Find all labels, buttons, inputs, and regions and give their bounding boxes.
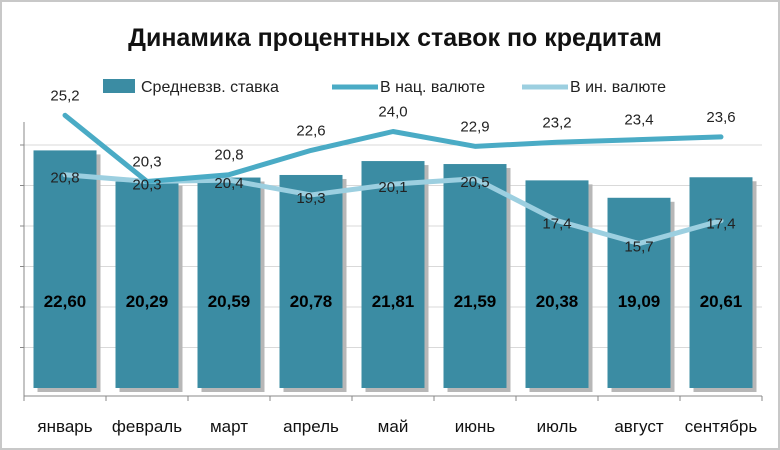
national-currency-value-label: 22,9 <box>460 118 489 135</box>
foreign-currency-value-label: 20,4 <box>214 175 243 192</box>
foreign-currency-value-label: 20,8 <box>50 170 79 187</box>
national-currency-value-label: 20,8 <box>214 147 243 164</box>
x-axis-tick-label: апрель <box>283 417 339 436</box>
foreign-currency-value-label: 17,4 <box>542 216 571 233</box>
foreign-currency-value-label: 20,1 <box>378 179 407 196</box>
national-currency-value-label: 23,6 <box>706 109 735 126</box>
bar <box>443 164 507 388</box>
x-axis-tick-label: сентябрь <box>685 417 758 436</box>
bar-value-label: 21,81 <box>372 292 415 311</box>
bar <box>689 177 753 388</box>
chart-axes: январь февраль март апрель май июнь июль август… <box>20 122 763 436</box>
x-axis-tick-label: май <box>378 417 409 436</box>
x-axis-tick-label: январь <box>37 417 92 436</box>
national-currency-value-label: 23,2 <box>542 114 571 131</box>
legend-label-foreign-currency: В ин. валюте <box>570 79 666 96</box>
x-axis-tick-label: август <box>614 417 663 436</box>
chart-title: Динамика процентных ставок по кредитам <box>128 24 662 52</box>
line-series <box>62 112 724 247</box>
national-currency-value-label: 20,3 <box>132 153 161 170</box>
x-axis-tick-label: март <box>210 417 248 436</box>
national-currency-value-label: 24,0 <box>378 104 407 121</box>
x-axis-tick-label: июль <box>537 417 578 436</box>
bar <box>525 180 589 388</box>
foreign-currency-value-label: 20,3 <box>132 176 161 193</box>
bar <box>115 181 179 388</box>
legend-label-avg-rate: Средневзв. ставка <box>141 79 279 96</box>
legend-label-national-currency: В нац. валюте <box>380 79 485 96</box>
bar <box>361 161 425 388</box>
bar-value-label: 20,59 <box>208 292 251 311</box>
bar <box>279 174 343 388</box>
bar-value-label: 22,60 <box>44 292 87 311</box>
national-currency-value-label: 23,4 <box>624 112 653 129</box>
bar <box>607 197 671 388</box>
bar-value-label: 21,59 <box>454 292 497 311</box>
line-national-currency <box>62 112 724 184</box>
foreign-currency-value-label: 20,5 <box>460 174 489 191</box>
x-axis-tick-label: июнь <box>455 417 496 436</box>
bar <box>33 150 97 388</box>
bar-value-label: 20,29 <box>126 292 169 311</box>
bar-series <box>33 150 757 392</box>
bar-value-label: 20,61 <box>700 292 743 311</box>
foreign-currency-value-label: 19,3 <box>296 190 325 207</box>
foreign-currency-value-label: 17,4 <box>706 216 735 233</box>
national-currency-value-label: 25,2 <box>50 87 79 104</box>
x-axis-tick-label: февраль <box>112 417 182 436</box>
legend-swatch-avg-rate <box>103 79 135 93</box>
bar <box>197 177 261 388</box>
bar-value-label: 20,38 <box>536 292 579 311</box>
data-labels: 22,60 20,29 20,59 20,78 21,81 21,59 20,38 19,09… <box>44 87 743 311</box>
foreign-currency-value-label: 15,7 <box>624 239 653 256</box>
chart-legend: Средневзв. ставка В нац. валюте В ин. валю… <box>103 79 666 96</box>
bar-value-label: 20,78 <box>290 292 333 311</box>
national-currency-value-label: 22,6 <box>296 122 325 139</box>
bar-value-label: 19,09 <box>618 292 661 311</box>
